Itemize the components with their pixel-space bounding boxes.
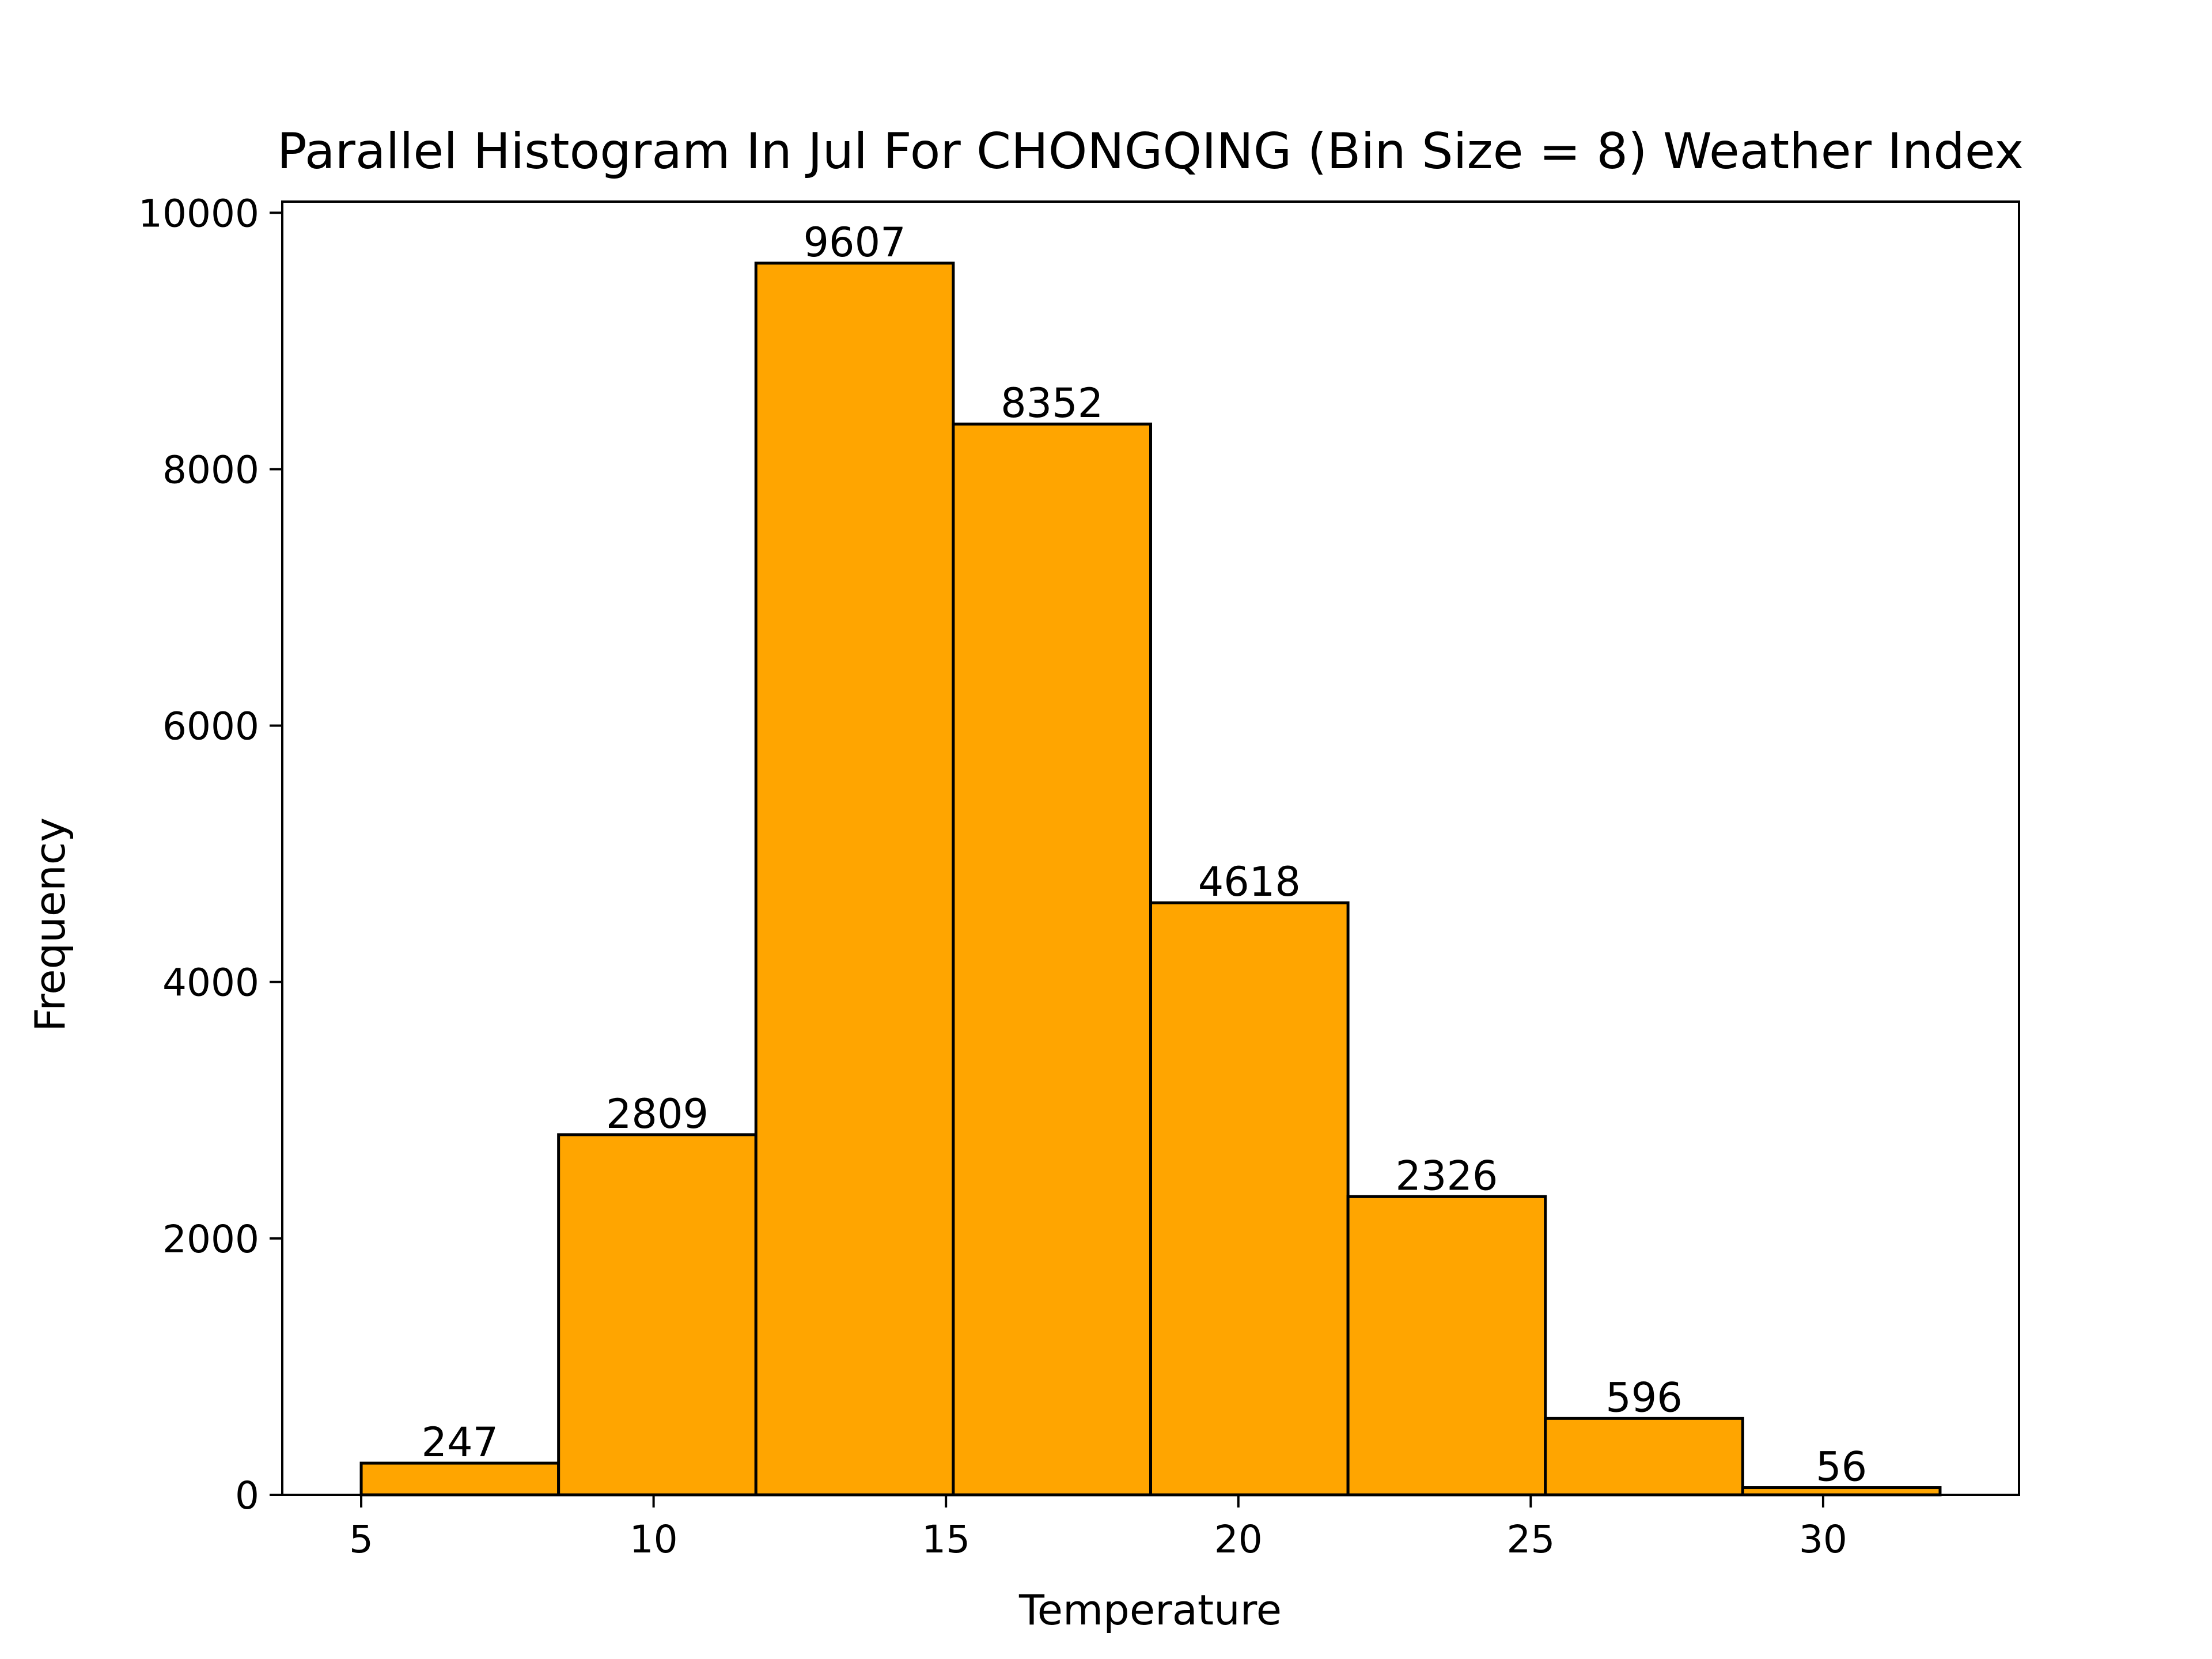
y-tick-label-3: 6000 [162, 704, 259, 749]
data-label-0: 247 [422, 1419, 499, 1466]
x-tick-label-0: 5 [349, 1517, 373, 1562]
bar-1 [557, 1133, 757, 1497]
x-tick-label-2: 15 [922, 1517, 970, 1562]
x-axis: 5 10 15 20 25 30 [349, 1495, 1847, 1562]
data-label-5: 2326 [1395, 1152, 1498, 1199]
plot-frame [281, 200, 2020, 1496]
x-tick-label-1: 10 [630, 1517, 678, 1562]
data-label-7: 56 [1816, 1444, 1867, 1491]
bars-group [359, 262, 1942, 1497]
y-tick-label-2: 4000 [162, 961, 259, 1005]
bar-2 [754, 262, 955, 1497]
bar-6 [1544, 1416, 1744, 1497]
y-tick-label-0: 0 [235, 1474, 259, 1518]
y-tick-label-4: 8000 [162, 448, 259, 492]
x-tick-label-5: 30 [1799, 1517, 1847, 1562]
x-tick-label-3: 20 [1214, 1517, 1263, 1562]
data-label-6: 596 [1605, 1374, 1683, 1421]
y-tick-label-1: 2000 [162, 1217, 259, 1262]
y-tick-label-5: 10000 [138, 191, 259, 236]
data-label-2: 9607 [804, 219, 906, 266]
bar-4 [1149, 901, 1350, 1497]
x-tick-label-4: 25 [1506, 1517, 1555, 1562]
bar-3 [952, 422, 1152, 1497]
data-label-3: 8352 [1001, 380, 1103, 427]
data-labels-group: 247 2809 9607 8352 4618 2326 596 56 [422, 219, 1868, 1491]
bar-5 [1346, 1195, 1547, 1497]
bar-0 [359, 1461, 560, 1497]
chart-title: Parallel Histogram In Jul For CHONGQING … [277, 123, 2024, 180]
y-axis-label: Frequency [26, 817, 74, 1032]
y-axis: 0 2000 4000 6000 8000 10000 [138, 191, 282, 1518]
data-label-1: 2809 [606, 1090, 709, 1138]
data-label-4: 4618 [1198, 858, 1301, 906]
x-axis-label: Temperature [1018, 1586, 1282, 1634]
